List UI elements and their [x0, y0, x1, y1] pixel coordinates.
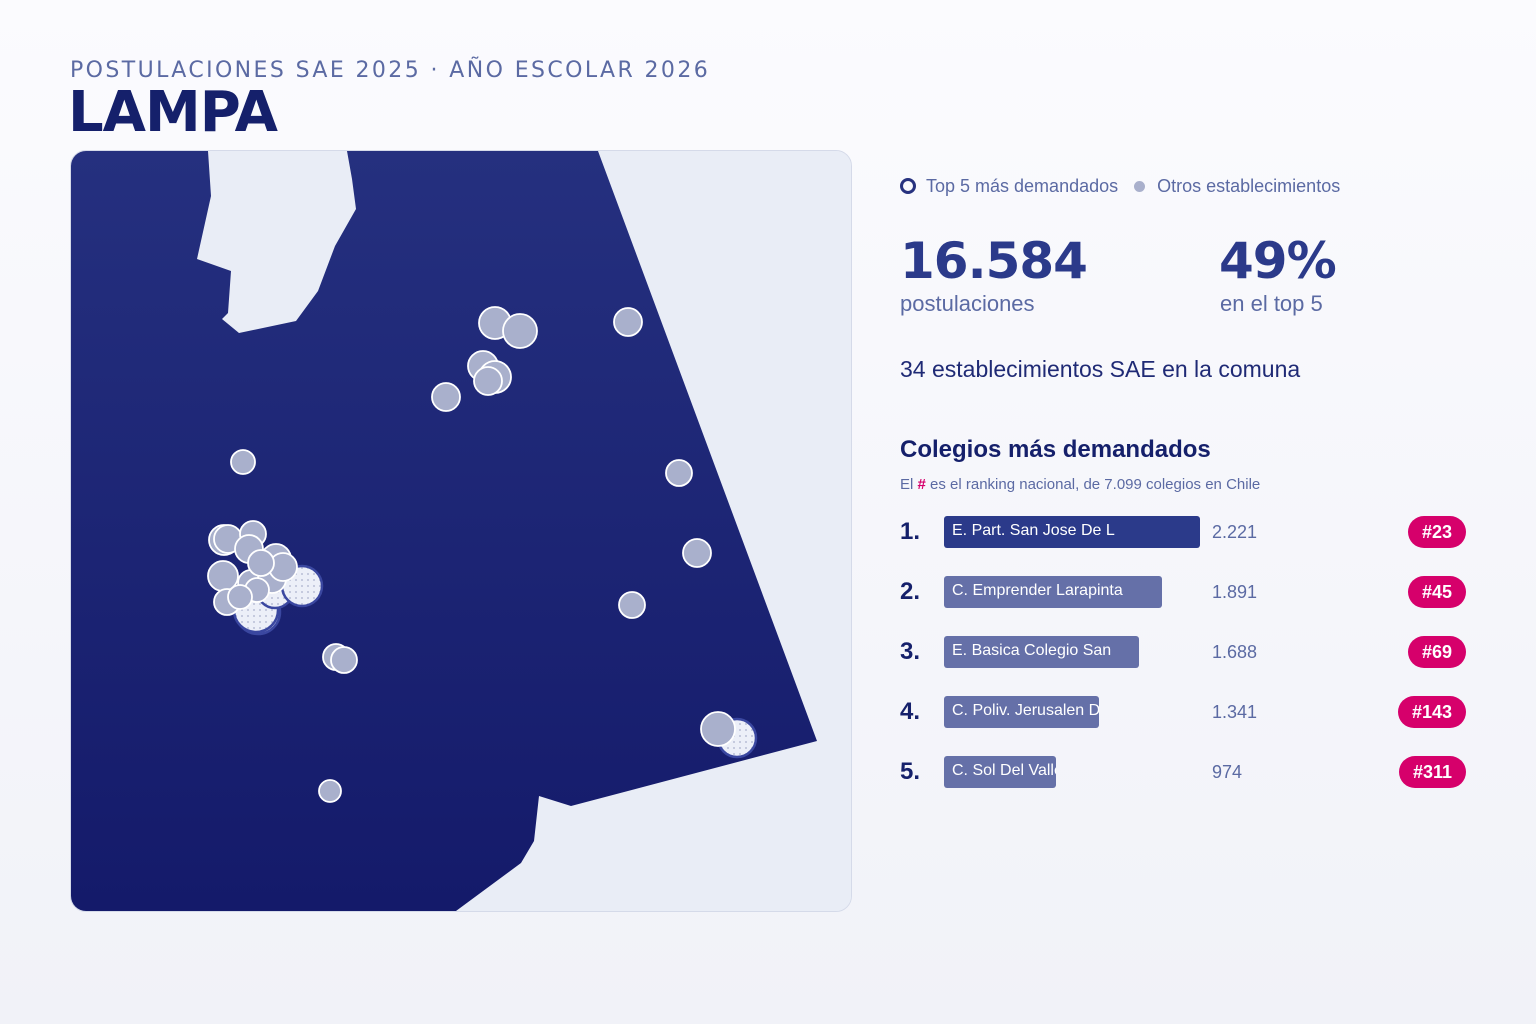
ranking-bar: C. Sol Del Valle — [944, 756, 1056, 788]
ranking-title: Colegios más demandados — [900, 436, 1211, 463]
ranking-row[interactable]: 4. C. Poliv. Jerusalen De 1.341 #143 — [900, 696, 1466, 728]
applications-count: 1.341 — [1212, 702, 1258, 722]
other-dot-icon — [1134, 180, 1146, 192]
school-name: E. Part. San Jose De L — [952, 522, 1115, 539]
legend-others-label: Otros establecimientos — [1157, 175, 1341, 196]
school-marker[interactable] — [227, 584, 253, 610]
school-marker[interactable] — [613, 307, 643, 337]
ranking-bar: C. Emprender Larapinta — [944, 576, 1162, 608]
school-marker[interactable] — [318, 779, 342, 803]
legend-top5-label: Top 5 más demandados — [926, 175, 1119, 196]
school-marker[interactable] — [247, 549, 275, 577]
page-title: LAMPA — [68, 80, 278, 145]
school-name: C. Emprender Larapinta — [952, 582, 1123, 599]
national-rank-badge: #69 — [1407, 636, 1466, 668]
ranking-note-hash: # — [917, 476, 926, 493]
school-marker[interactable] — [682, 538, 712, 568]
school-marker[interactable] — [230, 449, 256, 475]
ranking-position: 5. — [900, 758, 921, 785]
national-rank-badge: #311 — [1398, 756, 1466, 788]
map-legend: Top 5 más demandados Otros establecimien… — [900, 172, 1340, 200]
ranking-row[interactable]: 1. E. Part. San Jose De L 2.221 #23 — [900, 516, 1466, 548]
national-rank-badge: #23 — [1407, 516, 1466, 548]
ranking-note-suffix: es el ranking nacional, de 7.099 colegio… — [925, 476, 1261, 493]
ranking-row[interactable]: 3. E. Basica Colegio San 1.688 #69 — [900, 636, 1466, 668]
school-marker[interactable] — [700, 711, 736, 747]
applications-count: 974 — [1212, 762, 1243, 782]
top5-ring-icon — [900, 178, 916, 194]
establishments-count: 34 establecimientos SAE en la comuna — [900, 356, 1301, 382]
school-marker[interactable] — [330, 646, 358, 674]
applications-count: 2.221 — [1212, 522, 1258, 542]
ranking-bar: E. Basica Colegio San — [944, 636, 1139, 668]
applications-count: 1.688 — [1212, 642, 1258, 662]
ranking-row[interactable]: 2. C. Emprender Larapinta 1.891 #45 — [900, 576, 1466, 608]
school-name: E. Basica Colegio San — [952, 642, 1112, 659]
school-marker[interactable] — [665, 459, 693, 487]
school-name: C. Sol Del Valle — [952, 762, 1056, 779]
national-rank-badge: #45 — [1407, 576, 1466, 608]
school-name: C. Poliv. Jerusalen De — [952, 702, 1099, 719]
commune-map[interactable] — [70, 150, 852, 912]
school-marker[interactable] — [618, 591, 646, 619]
ranking-position: 1. — [900, 518, 921, 545]
ranking-row[interactable]: 5. C. Sol Del Valle 974 #311 — [900, 756, 1466, 788]
applications-count: 1.891 — [1212, 582, 1258, 602]
ranking-bar: E. Part. San Jose De L — [944, 516, 1200, 548]
applications-value: 16.584 — [900, 232, 1088, 290]
ranking-note: El # es el ranking nacional, de 7.099 co… — [900, 476, 1260, 493]
school-markers[interactable] — [207, 306, 758, 803]
school-marker[interactable] — [431, 382, 461, 412]
school-marker[interactable] — [502, 313, 538, 349]
applications-label: postulaciones — [900, 291, 1035, 316]
commune-shape — [71, 151, 817, 911]
ranking-position: 4. — [900, 698, 921, 725]
school-marker[interactable] — [473, 366, 503, 396]
top5-share-value: 49% — [1219, 232, 1337, 290]
national-rank-badge: #143 — [1397, 696, 1466, 728]
ranking-note-prefix: El — [900, 476, 918, 493]
page-subtitle: POSTULACIONES SAE 2025 · AÑO ESCOLAR 202… — [70, 58, 711, 83]
ranking-position: 3. — [900, 638, 921, 665]
ranking-position: 2. — [900, 578, 921, 605]
top5-share-label: en el top 5 — [1220, 291, 1323, 316]
ranking-bar: C. Poliv. Jerusalen De — [944, 696, 1099, 728]
